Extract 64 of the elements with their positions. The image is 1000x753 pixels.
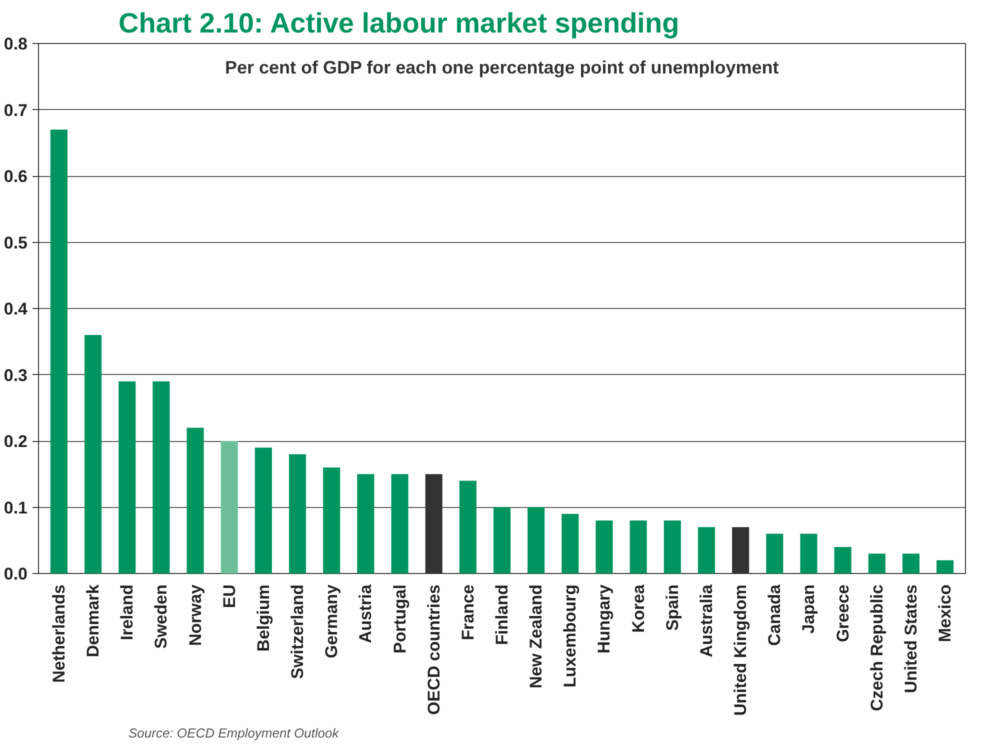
bar [868,554,886,574]
x-tick-label: Canada [765,584,784,646]
bar [596,520,613,574]
x-tick-label: Ireland [118,584,137,640]
x-tick-label: OECD countries [424,584,444,715]
x-tick-label: Switzerland [288,584,308,679]
x-tick-label: Norway [186,584,205,646]
x-tick-label: Germany [322,584,342,658]
bar [936,560,954,574]
x-tick-label: Denmark [84,584,103,658]
bar [800,534,818,574]
bar [562,514,579,574]
y-tick-label: 0.6 [4,167,28,186]
x-tick-label: Mexico [936,584,955,642]
x-tick-label: New Zealand [526,584,546,688]
chart-title: Chart 2.10: Active labour market spending [118,8,680,38]
bar [323,468,340,574]
y-tick-label: 0.1 [4,498,28,518]
x-tick-label: Korea [628,584,648,633]
bar [84,335,102,574]
x-tick-label: Luxembourg [560,584,580,688]
x-tick-label: France [458,584,478,640]
x-tick-label: Belgium [254,584,273,652]
x-tick-label: Netherlands [49,584,68,683]
y-tick-label: 0.8 [4,34,28,54]
y-tick-label: 0.0 [4,564,28,584]
x-tick-label: Czech Republic [867,584,886,712]
x-tick-label: Finland [492,584,512,645]
bar [664,520,681,574]
bar [766,534,784,574]
x-tick-label: Greece [833,584,852,642]
bar [220,441,238,574]
x-tick-label: Portugal [390,584,410,654]
y-tick-label: 0.3 [4,366,28,385]
source-note: Source: OECD Employment Outlook [128,726,340,740]
bar [528,507,545,574]
bar [630,520,647,574]
x-tick-label: Sweden [152,584,171,649]
y-tick-label: 0.7 [4,100,28,120]
bar [186,428,204,574]
bar [152,381,170,574]
bar [288,454,306,574]
bar [493,507,511,574]
bar [459,480,476,574]
bar [50,130,68,574]
x-tick-label: Hungary [594,584,614,654]
y-tick-label: 0.5 [4,233,28,252]
x-tick-label: Spain [662,584,682,631]
bar [118,381,136,574]
y-tick-label: 0.2 [4,432,28,451]
x-tick-label: United States [901,584,920,694]
bar [834,547,852,574]
bar [391,474,408,574]
bar [902,554,920,574]
x-tick-label: Australia [696,584,716,658]
x-tick-label: United Kingdom [731,584,750,716]
y-tick-label: 0.4 [4,300,28,318]
x-tick-label: Japan [799,584,818,634]
bar [698,527,716,574]
bar [357,474,374,574]
bar [254,448,272,574]
text: Per cent of GDP for each one percentage point of unemployment [224,58,779,78]
x-tick-label: Austria [356,584,376,644]
x-tick-label: EU [220,584,239,608]
